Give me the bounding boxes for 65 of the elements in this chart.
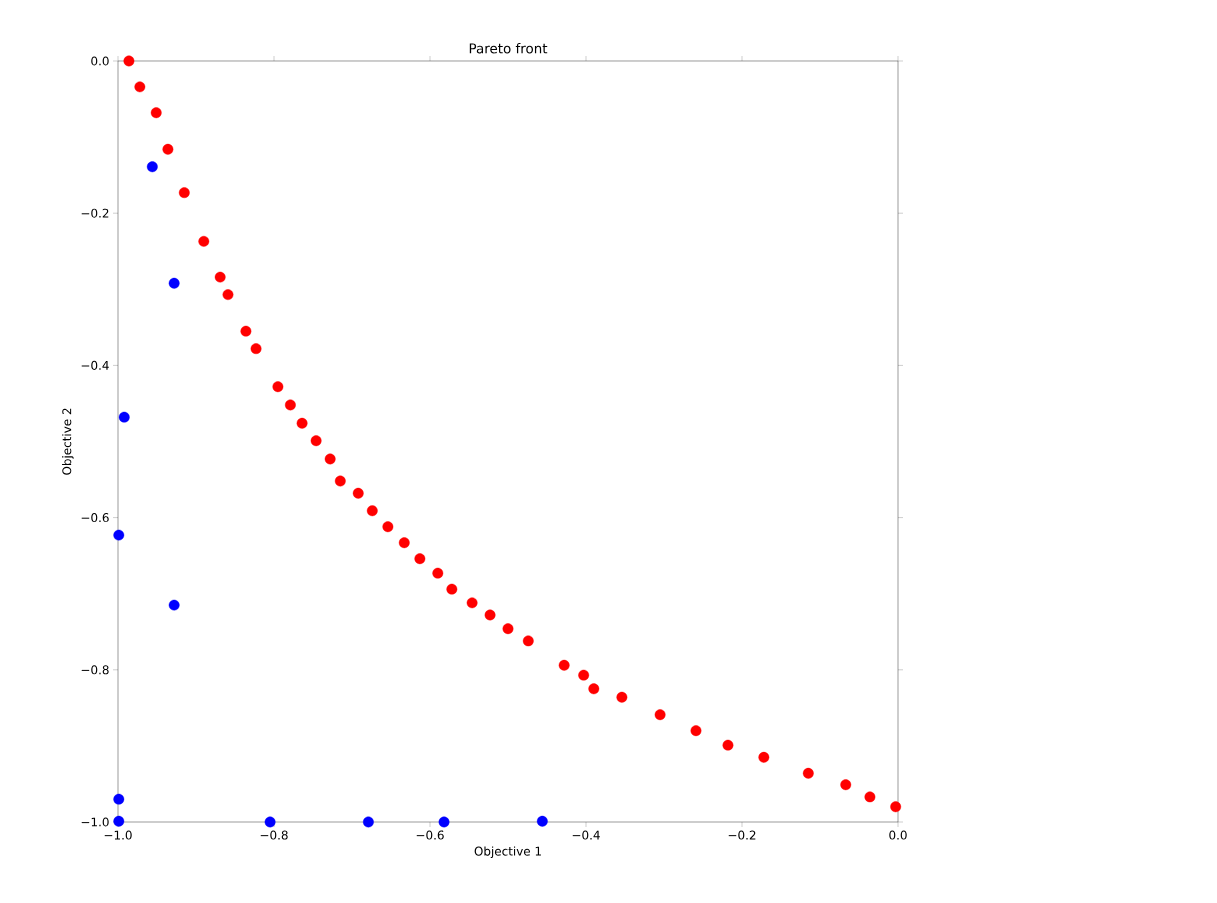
point — [362, 816, 374, 828]
point — [616, 691, 628, 703]
point — [654, 709, 666, 721]
point — [334, 475, 346, 487]
x-tick-label: −0.8 — [260, 830, 288, 840]
chart-title: Pareto front — [469, 43, 548, 54]
x-tick-label: −0.6 — [416, 830, 444, 840]
point — [146, 161, 158, 173]
point — [558, 659, 570, 671]
x-tick-label: −1.0 — [104, 830, 132, 840]
point — [352, 487, 364, 499]
point — [113, 529, 125, 541]
point — [758, 751, 770, 763]
x-tick-label: −0.2 — [728, 830, 756, 840]
point — [432, 567, 444, 579]
point — [113, 815, 125, 827]
point — [438, 816, 450, 828]
point — [178, 187, 190, 199]
point — [123, 55, 135, 67]
point — [264, 816, 276, 828]
point — [690, 725, 702, 737]
point — [466, 597, 478, 609]
y-tick-label: −0.8 — [81, 665, 109, 675]
x-tick-label: 0.0 — [889, 830, 907, 840]
point — [272, 381, 284, 393]
point — [168, 599, 180, 611]
point — [578, 669, 590, 681]
point — [168, 277, 180, 289]
point — [802, 767, 814, 779]
x-axis-title: Objective 1 — [474, 846, 541, 858]
point — [284, 399, 296, 411]
point — [162, 143, 174, 155]
y-tick-label: 0.0 — [91, 56, 109, 66]
point — [113, 793, 125, 805]
point — [118, 411, 130, 423]
point — [382, 521, 394, 533]
y-tick-label: −0.2 — [81, 208, 109, 218]
point — [324, 453, 336, 465]
point — [864, 791, 876, 803]
point — [214, 271, 226, 283]
point — [222, 289, 234, 301]
point — [366, 505, 378, 517]
point — [134, 81, 146, 93]
point — [150, 107, 162, 119]
point — [240, 325, 252, 337]
point — [890, 801, 902, 813]
point — [588, 683, 600, 695]
point — [522, 635, 534, 647]
point — [250, 343, 262, 355]
point — [414, 553, 426, 565]
y-tick-label: −1.0 — [81, 817, 109, 827]
point — [398, 537, 410, 549]
y-tick-label: −0.6 — [81, 513, 109, 523]
point — [502, 623, 514, 635]
point — [198, 235, 210, 247]
point — [310, 435, 322, 447]
point — [446, 583, 458, 595]
point — [536, 815, 548, 827]
y-axis-title: Objective 2 — [62, 408, 74, 475]
point — [296, 417, 308, 429]
point — [722, 739, 734, 751]
x-tick-label: −0.4 — [572, 830, 600, 840]
point — [840, 779, 852, 791]
y-tick-label: −0.4 — [81, 360, 109, 370]
point — [484, 609, 496, 621]
